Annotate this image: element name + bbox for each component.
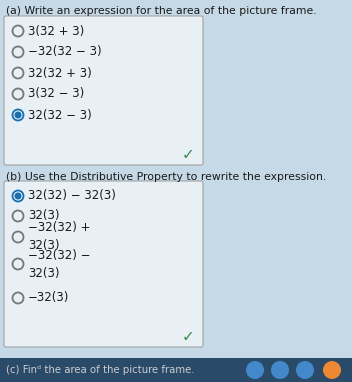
Bar (0, 358, 352, 382)
Text: 32(32) − 32(3): 32(32) − 32(3) (28, 189, 116, 202)
FancyBboxPatch shape (4, 16, 203, 165)
Text: −32(3): −32(3) (28, 291, 69, 304)
Circle shape (296, 361, 314, 379)
Text: 32(3): 32(3) (28, 209, 59, 222)
Text: (b) Use the Distributive Property to rewrite the expression.: (b) Use the Distributive Property to rew… (6, 172, 326, 182)
Circle shape (246, 361, 264, 379)
Text: 3(32 − 3): 3(32 − 3) (28, 87, 84, 100)
Circle shape (14, 193, 21, 199)
Text: (c) Finᵈ the area of the picture frame.: (c) Finᵈ the area of the picture frame. (6, 365, 195, 375)
Text: 32(32 + 3): 32(32 + 3) (28, 66, 92, 79)
Circle shape (271, 361, 289, 379)
Text: (a) Write an expression for the area of the picture frame.: (a) Write an expression for the area of … (6, 6, 317, 16)
Text: ✓: ✓ (182, 330, 194, 345)
Text: ✓: ✓ (182, 147, 194, 162)
Circle shape (323, 361, 341, 379)
FancyBboxPatch shape (4, 181, 203, 347)
Text: −32(32) +
32(3): −32(32) + 32(3) (28, 222, 90, 253)
Text: −32(32 − 3): −32(32 − 3) (28, 45, 102, 58)
Text: 32(32 − 3): 32(32 − 3) (28, 108, 92, 121)
Circle shape (14, 112, 21, 118)
Text: −32(32) −
32(3): −32(32) − 32(3) (28, 249, 90, 280)
Text: 3(32 + 3): 3(32 + 3) (28, 24, 84, 37)
